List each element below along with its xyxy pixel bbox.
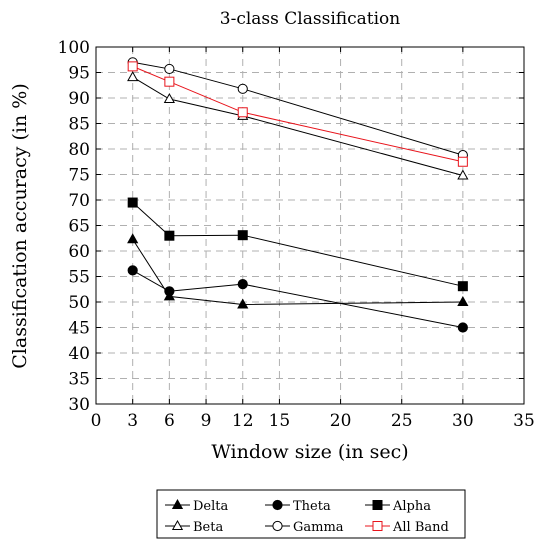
data-point-gamma	[164, 63, 175, 75]
data-point-all-band	[164, 76, 175, 87]
data-point-all-band	[237, 107, 248, 118]
legend-label-delta: Delta	[193, 499, 228, 514]
y-tick-label: 70	[68, 191, 90, 211]
y-tick-label: 40	[68, 344, 90, 364]
series-delta	[127, 233, 469, 309]
y-tick-label: 45	[68, 319, 90, 339]
x-tick-label: 30	[452, 411, 474, 431]
series-line-all-band	[132, 65, 463, 163]
x-tick-label: 9	[201, 411, 212, 431]
y-tick-label: 75	[68, 166, 90, 186]
y-tick-label: 65	[68, 217, 90, 237]
x-axis-label: Window size (in sec)	[211, 441, 408, 463]
series-all-band	[127, 61, 468, 167]
legend-label-alpha: Alpha	[392, 499, 431, 514]
x-tick-label: 6	[164, 411, 175, 431]
series-line-theta	[132, 269, 463, 328]
y-tick-label: 50	[68, 293, 90, 313]
legend-item-theta: Theta	[265, 499, 331, 514]
data-point-delta	[457, 295, 469, 306]
data-point-theta	[237, 279, 248, 290]
x-tick-label: 12	[232, 411, 254, 431]
data-point-beta	[127, 71, 139, 82]
x-tick-label: 0	[91, 411, 102, 431]
data-point-theta	[457, 322, 468, 333]
legend-item-all-band: All Band	[365, 520, 449, 535]
x-tick-label: 3	[127, 411, 138, 431]
y-tick-label: 85	[68, 115, 90, 135]
legend-item-gamma: Gamma	[265, 520, 344, 535]
y-tick-label: 100	[58, 38, 90, 58]
data-point-all-band	[457, 156, 468, 167]
data-point-alpha	[127, 197, 138, 208]
legend-label-theta: Theta	[293, 499, 331, 514]
legend-marker-beta	[171, 519, 184, 530]
data-point-beta	[457, 169, 469, 180]
y-tick-label: 55	[68, 268, 90, 288]
legend-marker-all-band	[372, 521, 383, 531]
y-tick-label: 90	[68, 89, 90, 109]
legend-item-beta: Beta	[165, 519, 223, 535]
x-tick-label: 25	[391, 411, 413, 431]
series-gamma	[127, 57, 468, 161]
series-line-delta	[132, 238, 463, 306]
x-tick-label: 35	[513, 411, 535, 431]
legend-marker-gamma	[272, 520, 283, 532]
data-point-alpha	[164, 230, 175, 241]
legend: Delta Theta Alpha Beta Gamma All Band	[156, 489, 466, 539]
data-point-theta	[164, 286, 175, 297]
x-tick-label: 20	[330, 411, 352, 431]
x-tick-label: 15	[269, 411, 291, 431]
legend-marker-theta	[272, 499, 283, 511]
axis-tick-labels: 0 3 6 9 12 15 20 25 30 35 30 35 40 45 50 55 60 65 70 75 80 85…	[58, 38, 535, 431]
y-axis-label: Classification accuracy (in %)	[9, 83, 31, 369]
data-point-all-band	[127, 61, 138, 72]
data-point-beta	[163, 92, 175, 104]
data-point-theta	[127, 265, 138, 276]
series-line-beta	[132, 76, 463, 177]
series-theta	[127, 265, 468, 333]
legend-label-gamma: Gamma	[293, 520, 344, 535]
series-alpha	[127, 197, 468, 292]
legend-marker-delta	[171, 498, 184, 509]
legend-label-all-band: All Band	[392, 520, 449, 535]
legend-box	[156, 489, 466, 539]
chart-title: 3-class Classification	[220, 9, 400, 29]
legend-marker-alpha	[372, 500, 383, 510]
y-tick-label: 95	[68, 64, 90, 84]
series-line-gamma	[132, 61, 464, 156]
legend-item-delta: Delta	[165, 498, 228, 514]
y-tick-label: 35	[68, 370, 90, 390]
legend-label-beta: Beta	[193, 520, 223, 535]
data-point-delta	[127, 233, 139, 244]
data-point-gamma	[237, 83, 248, 94]
data-point-alpha	[457, 281, 468, 292]
series-beta	[127, 71, 469, 180]
data-point-alpha	[237, 230, 248, 241]
axis-ticks	[95, 46, 525, 405]
grid-lines	[96, 47, 524, 404]
y-tick-label: 60	[68, 242, 90, 262]
series-layer	[127, 57, 469, 333]
data-point-delta	[237, 298, 249, 309]
y-tick-label: 80	[68, 140, 90, 160]
series-line-alpha	[132, 202, 463, 287]
y-tick-label: 30	[68, 395, 90, 415]
legend-item-alpha: Alpha	[365, 499, 431, 514]
